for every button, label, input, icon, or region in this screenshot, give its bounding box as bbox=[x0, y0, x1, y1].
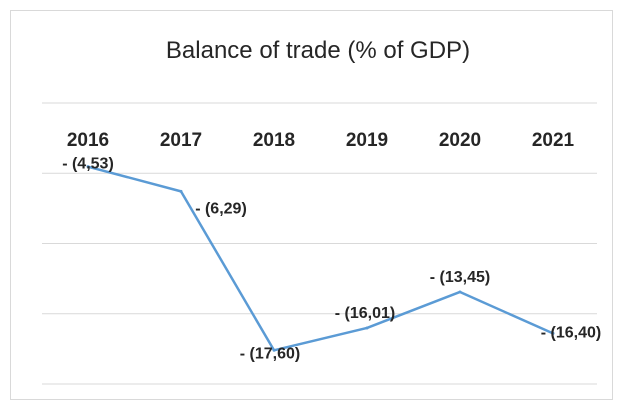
x-tick-label: 2019 bbox=[346, 130, 388, 151]
data-label: - (16,01) bbox=[335, 305, 395, 322]
data-point bbox=[458, 290, 462, 294]
gridlines bbox=[42, 102, 597, 385]
chart-title: Balance of trade (% of GDP) bbox=[166, 37, 470, 64]
data-point bbox=[179, 189, 183, 193]
data-point bbox=[86, 165, 90, 169]
data-label: - (16,40) bbox=[541, 324, 601, 341]
data-label: - (4,53) bbox=[62, 156, 114, 173]
data-label-layer: - (4,53) - (6,29) - (17,60) - (16,01) - (13,… bbox=[62, 156, 601, 363]
data-label: - (17,60) bbox=[240, 345, 300, 362]
chart-frame bbox=[10, 10, 613, 400]
series-line-layer bbox=[86, 165, 555, 352]
data-point bbox=[365, 326, 369, 330]
x-axis-tick-labels: 2016 2017 2018 2019 2020 2021 bbox=[67, 130, 575, 151]
x-tick-label: 2017 bbox=[160, 130, 202, 151]
x-tick-label: 2020 bbox=[439, 130, 481, 151]
x-tick-label: 2021 bbox=[532, 130, 575, 151]
data-label: - (6,29) bbox=[195, 200, 247, 217]
series-line bbox=[87, 165, 554, 352]
x-tick-label: 2016 bbox=[67, 130, 109, 151]
data-point bbox=[272, 348, 276, 352]
data-point bbox=[551, 331, 555, 335]
x-tick-label: 2018 bbox=[253, 130, 295, 151]
data-label: - (13,45) bbox=[430, 269, 490, 286]
